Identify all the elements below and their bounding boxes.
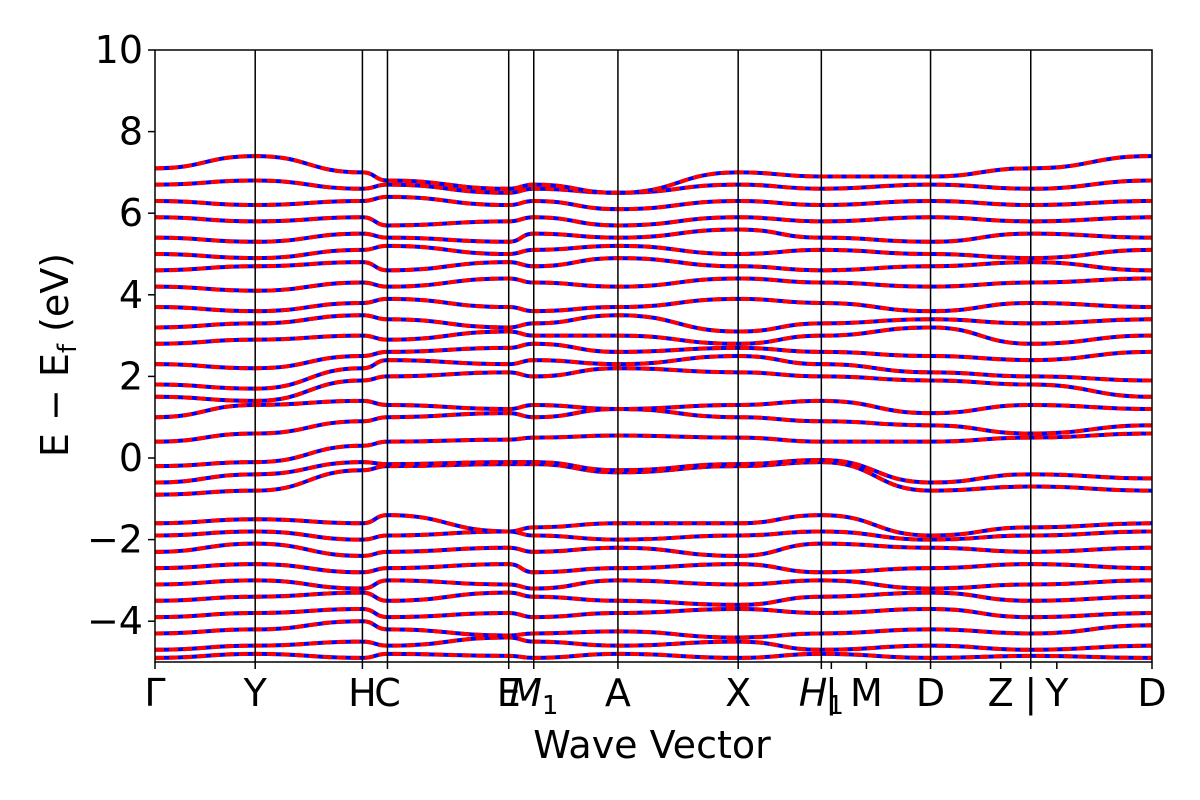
band-8-spin-up	[155, 529, 1152, 542]
band-1-spin-down	[155, 635, 1152, 652]
x-tick-label: C	[374, 671, 401, 715]
band-14-spin-down	[155, 398, 1152, 420]
band-23-spin-down	[155, 243, 1152, 261]
x-tick-label: H	[348, 671, 377, 715]
band-9-spin-down	[155, 513, 1152, 538]
band-6-spin-down	[155, 562, 1152, 575]
band-12-spin-down	[155, 431, 1152, 469]
y-axis-ticks: 10 8 6 4 2 0 −2 −4	[87, 28, 155, 643]
x-tick-label: X	[725, 671, 751, 715]
band-18-spin-up	[155, 325, 1152, 346]
band-25-spin-down	[155, 215, 1152, 228]
band-17-spin-down	[155, 341, 1152, 371]
y-tick-label: −2	[87, 518, 143, 562]
band-9-spin-up	[155, 513, 1152, 538]
band-20-spin-up	[155, 296, 1152, 314]
x-tick-label: Z	[988, 671, 1014, 715]
band-0-spin-down	[155, 651, 1152, 660]
band-23-spin-up	[155, 243, 1152, 261]
band-20-spin-down	[155, 296, 1152, 314]
y-tick-label: 4	[119, 273, 143, 317]
band-4-spin-down	[155, 590, 1152, 607]
kpath-vertical-lines	[254, 50, 1032, 662]
band-11-spin-down	[155, 458, 1152, 485]
band-19-spin-up	[155, 313, 1152, 334]
x-tick-label: E	[497, 671, 521, 715]
x-tick-label: A	[605, 671, 631, 715]
band-1-spin-up	[155, 635, 1152, 652]
x-tick-label: Y	[1044, 671, 1069, 715]
x-axis-ticks: Γ Y HC EM1 A X H1| M D Z | Y D	[144, 662, 1167, 721]
band-12-spin-up	[155, 431, 1152, 469]
band-2-spin-up	[155, 619, 1152, 640]
y-tick-label: 8	[119, 110, 143, 154]
x-tick-label: M	[850, 671, 883, 715]
band-26-spin-down	[155, 194, 1152, 212]
band-14-spin-up	[155, 398, 1152, 420]
x-tick-label: Y	[243, 671, 268, 715]
band-15-spin-down	[155, 366, 1152, 403]
band-13-spin-down	[155, 407, 1152, 444]
y-tick-label: 2	[119, 354, 143, 398]
x-tick-label: |	[1024, 671, 1037, 716]
band-22-spin-up	[155, 256, 1152, 273]
band-21-spin-down	[155, 276, 1152, 293]
x-tick-label: H1	[799, 671, 844, 721]
y-axis-title: E − Ef (eV)	[33, 253, 83, 457]
band-28-spin-down	[155, 154, 1152, 195]
band-21-spin-up	[155, 276, 1152, 293]
band-18-spin-down	[155, 325, 1152, 346]
band-15-spin-up	[155, 366, 1152, 403]
band-10-spin-up	[155, 460, 1152, 497]
band-6-spin-up	[155, 562, 1152, 575]
x-tick-label: Γ	[144, 671, 165, 715]
x-tick-label: M1	[509, 671, 558, 721]
band-8-spin-down	[155, 529, 1152, 542]
band-7-spin-up	[155, 541, 1152, 558]
x-tick-label: D	[916, 671, 945, 715]
bands-layer	[155, 154, 1152, 660]
band-3-spin-down	[155, 606, 1152, 620]
plot-frame	[154, 49, 1153, 663]
x-tick-label: D	[1137, 671, 1166, 715]
band-10-spin-down	[155, 460, 1152, 497]
band-22-spin-down	[155, 256, 1152, 273]
y-tick-label: 0	[119, 436, 143, 480]
band-4-spin-up	[155, 590, 1152, 607]
band-2-spin-down	[155, 619, 1152, 640]
y-tick-label: 6	[119, 191, 143, 235]
band-26-spin-up	[155, 194, 1152, 212]
x-tick-label: |	[825, 671, 838, 716]
band-3-spin-up	[155, 606, 1152, 620]
band-5-spin-down	[155, 578, 1152, 591]
band-19-spin-down	[155, 313, 1152, 334]
y-tick-label: −4	[87, 599, 143, 643]
band-16-spin-down	[155, 353, 1152, 391]
band-24-spin-up	[155, 227, 1152, 244]
band-5-spin-up	[155, 578, 1152, 591]
x-axis-title: Wave Vector	[533, 723, 771, 767]
band-25-spin-up	[155, 215, 1152, 228]
band-24-spin-down	[155, 227, 1152, 244]
y-tick-label: 10	[95, 28, 143, 72]
band-27-spin-down	[155, 178, 1152, 195]
band-7-spin-down	[155, 541, 1152, 558]
